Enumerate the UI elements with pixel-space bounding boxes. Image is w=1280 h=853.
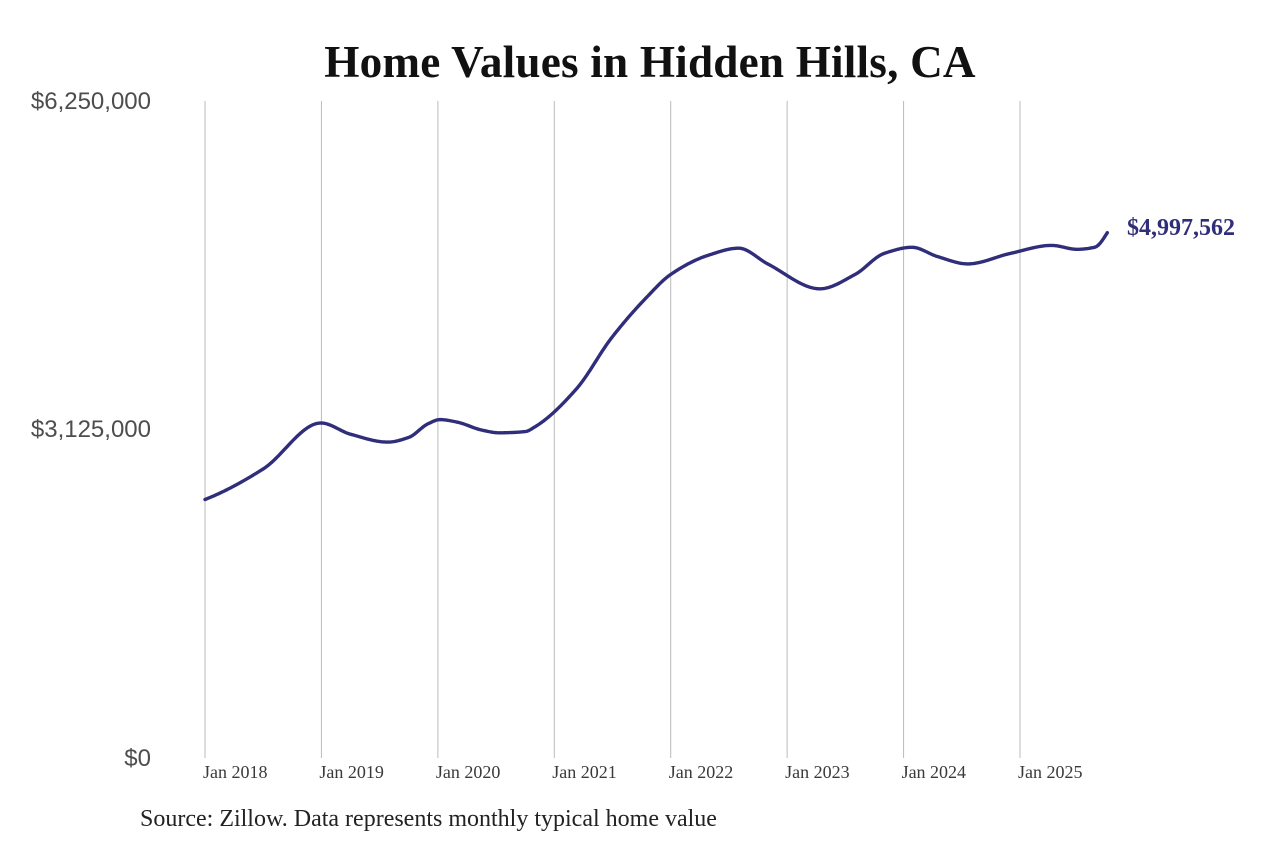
svg-text:Jan 2021: Jan 2021	[552, 762, 617, 782]
svg-text:Jan 2018: Jan 2018	[203, 762, 268, 782]
svg-text:$3,125,000: $3,125,000	[31, 416, 151, 443]
svg-text:$6,250,000: $6,250,000	[31, 88, 151, 115]
svg-text:Jan 2019: Jan 2019	[319, 762, 384, 782]
svg-text:Jan 2020: Jan 2020	[436, 762, 501, 782]
svg-text:Jan 2023: Jan 2023	[785, 762, 850, 782]
svg-text:Jan 2025: Jan 2025	[1018, 762, 1083, 782]
svg-text:Jan 2022: Jan 2022	[669, 762, 734, 782]
svg-text:Jan 2024: Jan 2024	[902, 762, 967, 782]
svg-text:$0: $0	[124, 745, 151, 772]
